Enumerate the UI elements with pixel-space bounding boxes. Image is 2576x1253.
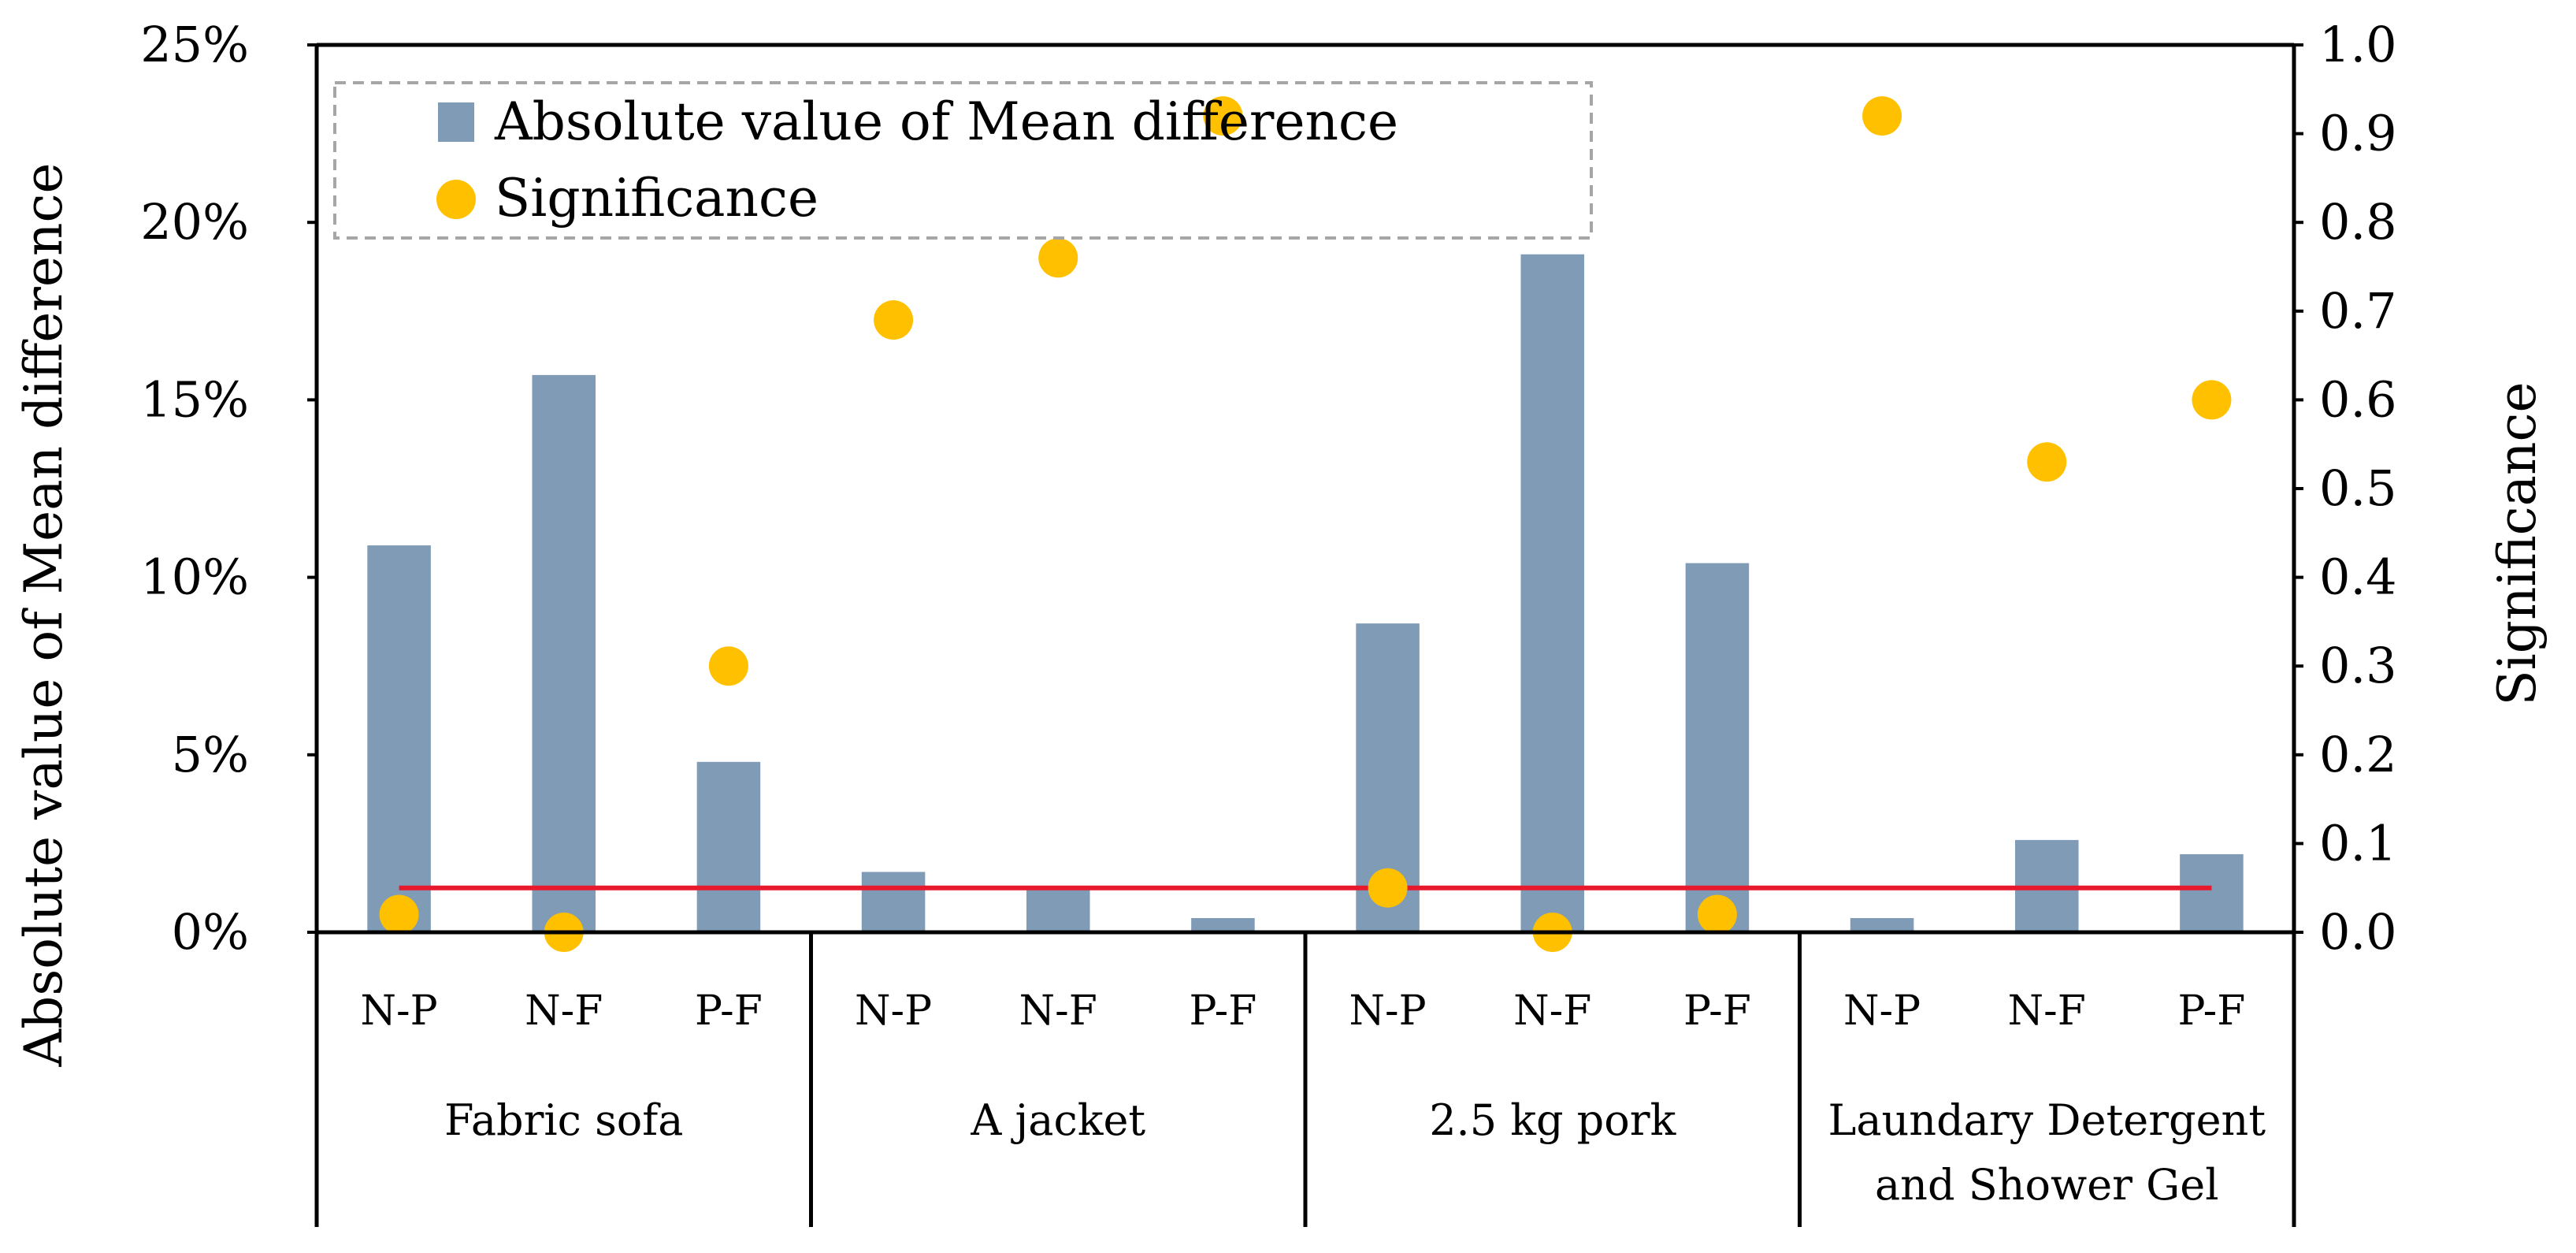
bar-3 xyxy=(696,761,761,932)
category-label-n-f: N-F xyxy=(1019,987,1097,1035)
y-left-axis-title: Absolute value of Mean difference xyxy=(13,162,74,1067)
legend-dot-swatch xyxy=(436,180,476,219)
y-right-tick-label: 0.7 xyxy=(2319,282,2397,340)
bar-series xyxy=(367,254,2244,933)
y-right-tick-label: 0.5 xyxy=(2319,459,2397,517)
group-label-fabric-sofa: Fabric sofa xyxy=(444,1095,683,1145)
bar-1 xyxy=(367,545,431,932)
significance-point-4 xyxy=(874,300,914,340)
group-label-2-5-kg-pork: 2.5 kg pork xyxy=(1429,1095,1676,1145)
legend-label-mean-difference: Absolute value of Mean difference xyxy=(494,91,1398,152)
bar-2 xyxy=(532,374,596,932)
category-label-p-f: P-F xyxy=(1683,987,1751,1035)
bar-12 xyxy=(2180,853,2244,932)
y-right-tick-label: 0.9 xyxy=(2319,105,2397,162)
y-right-tick-label: 0.6 xyxy=(2319,370,2397,428)
y-left-tick-label: 10% xyxy=(140,548,249,606)
category-grid xyxy=(809,932,1802,1227)
bar-6 xyxy=(1191,917,1255,932)
category-label-n-p: N-P xyxy=(1349,987,1427,1035)
significance-point-9 xyxy=(1697,894,1737,935)
bar-10 xyxy=(1850,917,1914,932)
significance-point-3 xyxy=(708,646,748,686)
y-right-tick-label: 0.4 xyxy=(2319,548,2397,606)
bar-9 xyxy=(1685,563,1750,932)
significance-point-1 xyxy=(379,894,419,935)
group-label-laundary-detergent-and-shower-gel-line-1: Laundary Detergent xyxy=(1828,1095,2266,1145)
y-left-tick-label: 0% xyxy=(172,903,249,961)
bar-8 xyxy=(1520,254,1585,933)
bar-4 xyxy=(861,872,926,932)
significance-point-6 xyxy=(1203,96,1243,136)
group-label-a-jacket: A jacket xyxy=(970,1095,1145,1145)
category-label-n-f: N-F xyxy=(1513,987,1591,1035)
category-labels: N-P N-F P-F Fabric sofa N-P N-F P-F A jacket N-P… xyxy=(361,987,2266,1210)
significance-point-7 xyxy=(1368,868,1408,908)
legend-bar-swatch xyxy=(438,102,474,142)
legend: Absolute value of Mean difference Signif… xyxy=(333,81,1593,240)
y-right-tick-label: 0.1 xyxy=(2319,814,2397,872)
y-right-axis-title: Significance xyxy=(2487,381,2548,705)
significance-point-12 xyxy=(2192,380,2232,420)
category-label-n-p: N-P xyxy=(361,987,438,1035)
category-label-n-p: N-P xyxy=(1843,987,1921,1035)
y-right-tick-label: 1.0 xyxy=(2319,16,2397,73)
category-label-p-f: P-F xyxy=(695,987,763,1035)
significance-point-10 xyxy=(1862,96,1902,136)
significance-point-5 xyxy=(1038,238,1078,278)
category-label-n-f: N-F xyxy=(2008,987,2086,1035)
y-left-tick-label: 5% xyxy=(172,726,249,783)
y-left-tick-label: 20% xyxy=(140,193,249,251)
group-label-laundary-detergent-and-shower-gel-line-2: and Shower Gel xyxy=(1875,1160,2219,1210)
legend-frame xyxy=(333,81,1593,240)
tick-labels: 0% 5% 10% 15% 20% 25% 0.0 0.1 0.2 0.3 0.4 0.5 0.6 0.7… xyxy=(140,16,2396,961)
y-left-tick-label: 15% xyxy=(140,370,249,428)
y-right-tick-label: 0.3 xyxy=(2319,637,2397,694)
category-label-n-f: N-F xyxy=(525,987,603,1035)
y-right-tick-label: 0.8 xyxy=(2319,193,2397,251)
bar-5 xyxy=(1026,886,1090,932)
y-right-tick-label: 0.0 xyxy=(2319,903,2397,961)
y-left-tick-label: 25% xyxy=(140,16,249,73)
y-right-tick-label: 0.2 xyxy=(2319,726,2397,783)
legend-label-significance: Significance xyxy=(495,168,818,229)
category-label-n-p: N-P xyxy=(855,987,932,1035)
significance-point-11 xyxy=(2027,442,2067,482)
axes xyxy=(314,43,2296,1227)
category-label-p-f: P-F xyxy=(1190,987,1257,1035)
category-label-p-f: P-F xyxy=(2178,987,2246,1035)
